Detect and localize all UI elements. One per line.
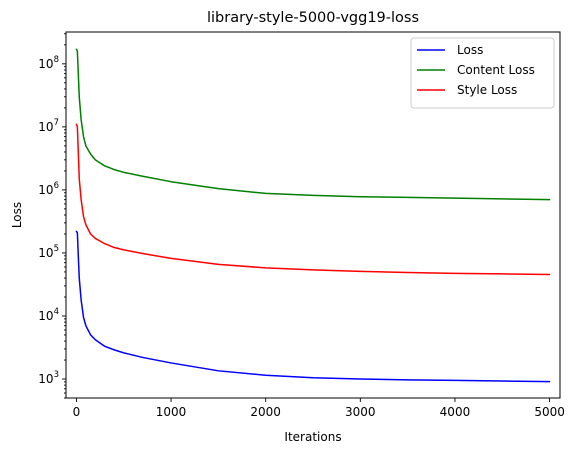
plot-lines (75, 48, 551, 383)
y-tick-label: 103 (38, 370, 59, 386)
legend-label: Loss (457, 43, 483, 57)
y-tick-label: 107 (38, 118, 59, 134)
y-tick-label: 108 (38, 55, 59, 71)
legend-label: Style Loss (457, 83, 517, 97)
y-tick-label: 105 (38, 244, 59, 260)
x-tick-label: 1000 (156, 405, 187, 419)
chart-title: library-style-5000-vgg19-loss (207, 10, 419, 26)
y-axis: 103 104 105 106 107 108 (38, 33, 66, 399)
series-line-content-loss (75, 48, 551, 201)
series-line-loss (75, 230, 551, 383)
x-tick-label: 4000 (440, 405, 471, 419)
y-axis-label: Loss (10, 202, 24, 228)
x-tick-label: 3000 (345, 405, 376, 419)
x-tick-label: 0 (73, 405, 81, 419)
x-tick-label: 5000 (534, 405, 565, 419)
legend-box (410, 37, 555, 109)
y-tick-label: 106 (38, 181, 59, 197)
legend-label: Content Loss (457, 63, 535, 77)
legend: Loss Content Loss Style Loss (410, 37, 555, 109)
x-tick-label: 2000 (250, 405, 281, 419)
x-axis: 0 1000 2000 3000 4000 5000 (73, 398, 565, 419)
series-line-style-loss (75, 123, 551, 276)
x-axis-label: Iterations (284, 430, 341, 444)
y-tick-label: 104 (38, 307, 59, 323)
